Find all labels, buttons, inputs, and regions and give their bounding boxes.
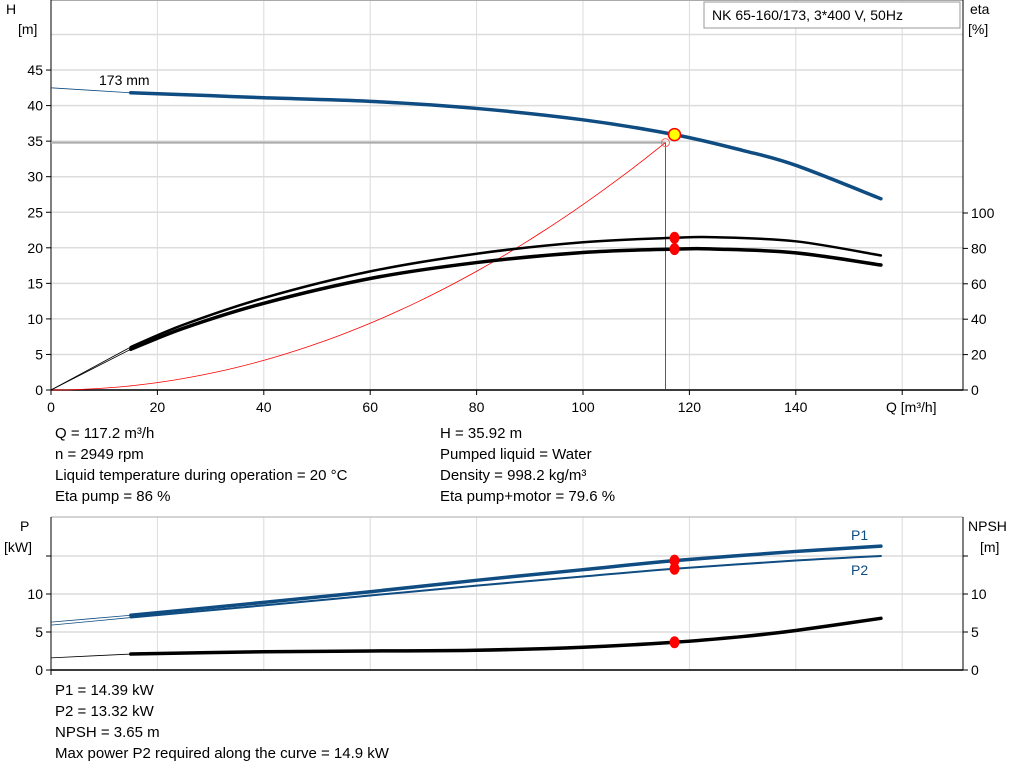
y-tick-label: 45 (27, 62, 43, 78)
x-tick-label: 60 (362, 399, 378, 415)
power-npsh-chart: 0 5 10 0 5 10 (27, 516, 987, 678)
duty-point-marker (667, 127, 682, 142)
P1-curve (129, 544, 883, 618)
eta-tick-label: 100 (971, 205, 995, 221)
info-top-right: H = 35.92 m Pumped liquid = Water Densit… (440, 423, 615, 507)
info-speed: n = 2949 rpm (55, 446, 144, 463)
eta_pump_motor-extrapolated-line (50, 348, 131, 391)
eta-pump-duty-marker (669, 231, 680, 244)
P2-curve (129, 555, 882, 619)
x-tick-label: 80 (469, 399, 485, 415)
p-tick-label: 10 (27, 586, 43, 602)
requested-point-marker (660, 138, 670, 148)
info-eta-pump: Eta pump = 86 % (55, 488, 171, 505)
y-label-eta: eta (970, 1, 990, 17)
y-tick-label: 40 (27, 98, 43, 114)
title-box: NK 65-160/173, 3*400 V, 50Hz (703, 1, 961, 29)
y-tick-label: 20 (27, 240, 43, 256)
y-label-h: H (6, 1, 16, 17)
x-tick-label: 0 (47, 399, 55, 415)
info-bottom: P1 = 14.39 kW P2 = 13.32 kW NPSH = 3.65 … (55, 680, 389, 764)
npsh-tick-label: 0 (971, 662, 979, 678)
info-max-power: Max power P2 required along the curve = … (55, 745, 389, 762)
y-label-p: P (20, 518, 29, 534)
x-tick-label: 40 (256, 399, 272, 415)
y-tick-label: 25 (27, 204, 43, 220)
y-label-eta-unit: [%] (968, 21, 988, 37)
p-tick-label: 0 (35, 662, 43, 678)
npsh-tick-label: 5 (971, 624, 979, 640)
H-curve (129, 91, 883, 201)
impeller-label: 173 mm (99, 72, 150, 88)
y-tick-label: 10 (27, 311, 43, 327)
info-q: Q = 117.2 m³/h (55, 425, 155, 442)
P2-extrapolated-line (50, 617, 131, 626)
system-curve (50, 142, 666, 391)
info-top-left: Q = 117.2 m³/h n = 2949 rpm Liquid tempe… (55, 423, 347, 507)
info-temperature: Liquid temperature during operation = 20… (55, 467, 348, 484)
eta-pump-motor-duty-marker (669, 243, 680, 256)
eta-tick-label: 20 (971, 347, 987, 363)
performance-chart: 0 5 10 15 20 25 30 35 40 45 0 20 40 60 80 100 0 20 40 60 80 1… (27, 0, 995, 415)
x-label-q: Q [m³/h] (886, 399, 937, 415)
NPSH-curve (129, 616, 883, 656)
y-label-h-unit: [m] (18, 21, 37, 37)
chart-title: NK 65-160/173, 3*400 V, 50Hz (712, 7, 903, 23)
x-tick-label: 20 (150, 399, 166, 415)
eta_pump-curve (129, 235, 883, 349)
y-label-p-unit: [kW] (4, 539, 32, 555)
info-p2: P2 = 13.32 kW (55, 703, 154, 720)
eta-tick-label: 60 (971, 276, 987, 292)
y-tick-label: 35 (27, 133, 43, 149)
info-density: Density = 998.2 kg/m³ (440, 467, 587, 484)
H-extrapolated-line (50, 87, 131, 94)
legend-p1: P1 (851, 527, 868, 543)
eta_pump_motor-curve (129, 246, 883, 352)
y-label-npsh-unit: [m] (980, 539, 999, 555)
y-tick-label: 0 (35, 382, 43, 398)
P1-extrapolated-line (50, 614, 131, 623)
p2-duty-marker (669, 562, 680, 575)
info-eta-pump-motor: Eta pump+motor = 79.6 % (440, 488, 616, 505)
y-label-npsh: NPSH (968, 518, 1007, 534)
x-tick-label: 100 (571, 399, 595, 415)
p-tick-label: 5 (35, 624, 43, 640)
info-p1: P1 = 14.39 kW (55, 682, 154, 699)
x-tick-label: 120 (678, 399, 702, 415)
x-tick-label: 140 (784, 399, 808, 415)
NPSH-extrapolated-line (50, 653, 131, 659)
y-tick-label: 30 (27, 169, 43, 185)
npsh-duty-marker (669, 636, 680, 649)
npsh-tick-label: 10 (971, 586, 987, 602)
y-tick-label: 5 (35, 346, 43, 362)
eta-tick-label: 40 (971, 311, 987, 327)
legend-p2: P2 (851, 562, 868, 578)
y-tick-label: 15 (27, 275, 43, 291)
info-npsh: NPSH = 3.65 m (55, 724, 160, 741)
eta-tick-label: 0 (971, 382, 979, 398)
info-liquid: Pumped liquid = Water (440, 446, 592, 463)
info-h: H = 35.92 m (440, 425, 523, 442)
eta-tick-label: 80 (971, 240, 987, 256)
